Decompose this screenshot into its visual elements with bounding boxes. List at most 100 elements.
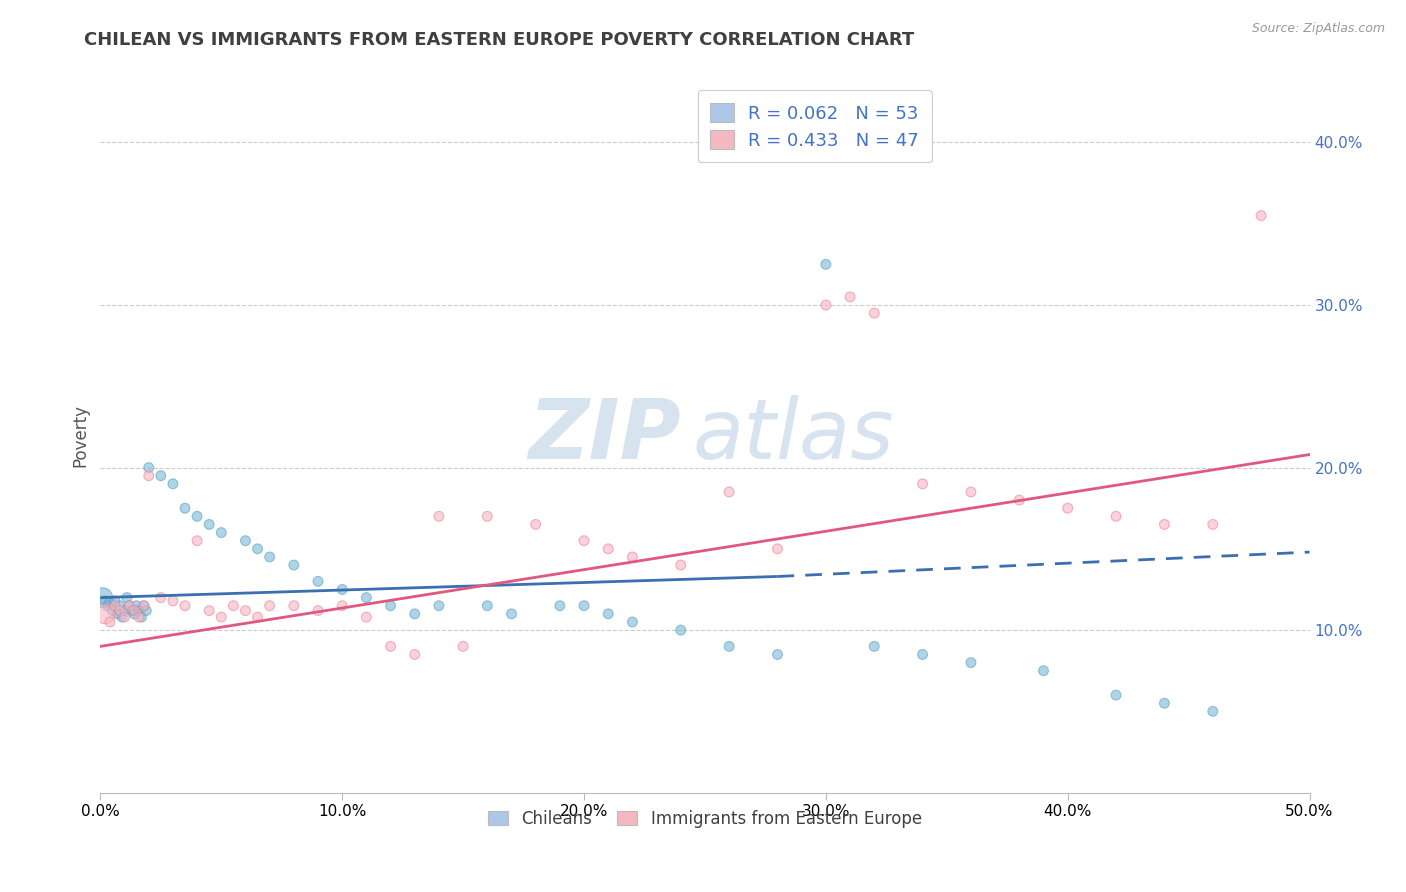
Legend: Chileans, Immigrants from Eastern Europe: Chileans, Immigrants from Eastern Europe (481, 803, 928, 834)
Text: atlas: atlas (693, 394, 894, 475)
Point (404, 648, 426, 662)
Point (501, 607, 523, 621)
Point (524, 517, 547, 532)
Point (114, 610, 136, 624)
Point (138, 460, 160, 475)
Point (477, 599, 499, 613)
Point (101, 604, 124, 618)
Point (669, 558, 692, 573)
Point (814, 257, 837, 271)
Point (863, 640, 886, 654)
Point (356, 591, 378, 605)
Point (814, 298, 837, 312)
Point (108, 604, 131, 618)
Point (174, 599, 197, 613)
Point (1032, 664, 1054, 678)
Point (149, 468, 172, 483)
Point (307, 574, 329, 589)
Point (149, 591, 172, 605)
Point (259, 599, 281, 613)
Point (283, 599, 305, 613)
Text: Source: ZipAtlas.com: Source: ZipAtlas.com (1251, 22, 1385, 36)
Point (548, 599, 571, 613)
Point (118, 599, 141, 613)
Point (718, 485, 741, 500)
Point (330, 599, 353, 613)
Point (427, 599, 450, 613)
Point (246, 610, 269, 624)
Point (427, 509, 450, 524)
Point (91, 591, 114, 605)
Point (209, 525, 232, 540)
Point (380, 599, 402, 613)
Point (104, 599, 127, 613)
Point (356, 610, 378, 624)
Point (621, 549, 644, 564)
Point (330, 582, 353, 597)
Point (122, 607, 145, 621)
Point (118, 599, 141, 613)
Point (121, 604, 143, 618)
Point (766, 541, 789, 556)
Point (162, 476, 184, 491)
Point (766, 648, 789, 662)
Point (621, 615, 644, 629)
Point (94, 607, 117, 621)
Point (1105, 688, 1128, 702)
Point (283, 558, 305, 573)
Point (718, 640, 741, 654)
Point (138, 468, 160, 483)
Point (598, 607, 620, 621)
Text: CHILEAN VS IMMIGRANTS FROM EASTERN EUROPE POVERTY CORRELATION CHART: CHILEAN VS IMMIGRANTS FROM EASTERN EUROP… (84, 31, 915, 49)
Point (1202, 517, 1225, 532)
Point (1008, 493, 1031, 508)
Point (209, 610, 232, 624)
Y-axis label: Poverty: Poverty (72, 403, 89, 467)
Point (104, 594, 127, 608)
Point (863, 306, 886, 320)
Point (111, 610, 134, 624)
Point (1056, 501, 1078, 516)
Point (911, 476, 934, 491)
Point (572, 533, 595, 548)
Point (911, 648, 934, 662)
Point (380, 640, 402, 654)
Point (404, 607, 426, 621)
Point (125, 599, 148, 613)
Point (132, 599, 155, 613)
Point (960, 485, 983, 500)
Point (235, 533, 257, 548)
Point (122, 604, 145, 618)
Point (222, 599, 245, 613)
Point (174, 501, 197, 516)
Point (259, 549, 281, 564)
Point (186, 533, 208, 548)
Point (307, 604, 329, 618)
Point (162, 594, 184, 608)
Point (198, 517, 221, 532)
Text: ZIP: ZIP (529, 394, 681, 475)
Point (669, 623, 692, 637)
Point (114, 604, 136, 618)
Point (131, 610, 153, 624)
Point (98, 595, 121, 609)
Point (97, 599, 120, 613)
Point (198, 604, 221, 618)
Point (128, 610, 150, 624)
Point (1153, 696, 1175, 710)
Point (132, 599, 155, 613)
Point (839, 290, 862, 304)
Point (186, 509, 208, 524)
Point (94, 594, 117, 608)
Point (451, 640, 474, 654)
Point (105, 607, 128, 621)
Point (1105, 509, 1128, 524)
Point (1202, 705, 1225, 719)
Point (246, 541, 269, 556)
Point (235, 604, 257, 618)
Point (1250, 209, 1272, 223)
Point (960, 656, 983, 670)
Point (128, 604, 150, 618)
Point (1153, 517, 1175, 532)
Point (598, 541, 620, 556)
